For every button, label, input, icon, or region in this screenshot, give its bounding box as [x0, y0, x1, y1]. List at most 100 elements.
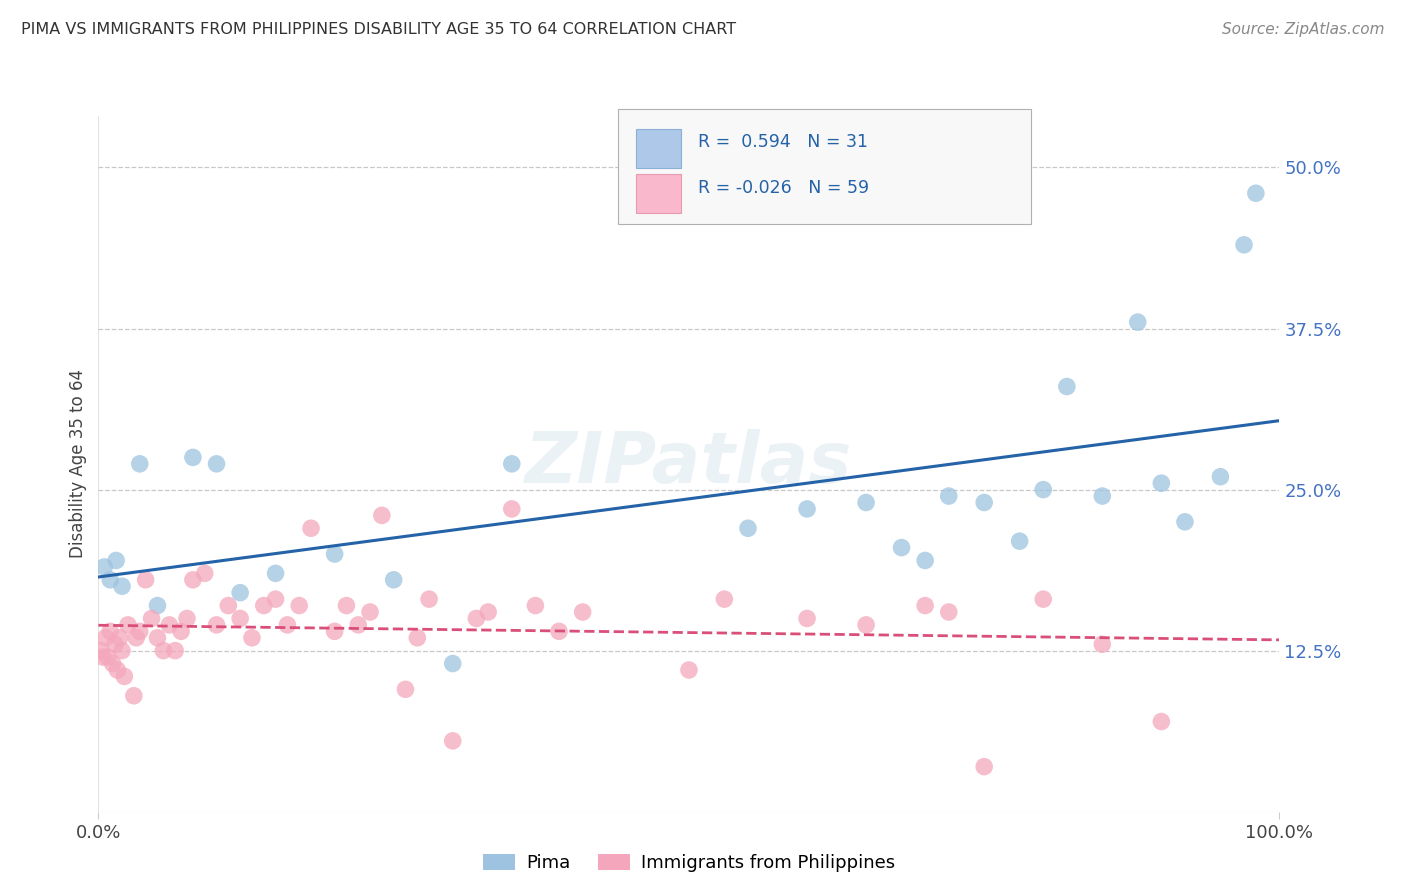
- Point: [111, 643, 134, 657]
- Point: [1032, 483, 1054, 497]
- Point: [122, 689, 145, 703]
- Point: [796, 611, 818, 625]
- Point: [571, 605, 593, 619]
- Point: [152, 643, 174, 657]
- Point: [229, 611, 252, 625]
- Point: [973, 495, 995, 509]
- Point: [128, 457, 150, 471]
- Point: [796, 502, 818, 516]
- Point: [1150, 714, 1173, 729]
- Point: [229, 585, 252, 599]
- Point: [94, 631, 117, 645]
- Point: [890, 541, 912, 555]
- Text: PIMA VS IMMIGRANTS FROM PHILIPPINES DISABILITY AGE 35 TO 64 CORRELATION CHART: PIMA VS IMMIGRANTS FROM PHILIPPINES DISA…: [21, 22, 737, 37]
- Point: [181, 450, 204, 465]
- Point: [914, 599, 936, 613]
- Legend: Pima, Immigrants from Philippines: Pima, Immigrants from Philippines: [475, 847, 903, 880]
- Point: [1174, 515, 1197, 529]
- Point: [253, 599, 276, 613]
- Point: [1091, 637, 1114, 651]
- Text: R = -0.026   N = 59: R = -0.026 N = 59: [699, 178, 869, 196]
- Point: [1233, 237, 1256, 252]
- Point: [1126, 315, 1149, 329]
- Text: ZIPatlas: ZIPatlas: [526, 429, 852, 499]
- Point: [104, 637, 127, 651]
- Point: [112, 669, 135, 683]
- FancyBboxPatch shape: [636, 175, 681, 213]
- Point: [111, 579, 134, 593]
- Point: [288, 599, 311, 613]
- Point: [170, 624, 193, 639]
- Point: [205, 457, 228, 471]
- Point: [91, 650, 114, 665]
- Point: [146, 599, 169, 613]
- Point: [465, 611, 488, 625]
- Point: [501, 457, 523, 471]
- Point: [90, 643, 112, 657]
- Point: [194, 566, 217, 581]
- Point: [128, 624, 150, 639]
- Point: [98, 573, 121, 587]
- Point: [406, 631, 429, 645]
- FancyBboxPatch shape: [619, 109, 1032, 224]
- Y-axis label: Disability Age 35 to 64: Disability Age 35 to 64: [69, 369, 87, 558]
- Point: [1209, 469, 1232, 483]
- Point: [1008, 534, 1031, 549]
- Point: [135, 573, 157, 587]
- Point: [165, 643, 187, 657]
- Point: [141, 611, 163, 625]
- Point: [1091, 489, 1114, 503]
- Point: [93, 560, 115, 574]
- Point: [678, 663, 700, 677]
- Point: [1032, 592, 1054, 607]
- Point: [323, 547, 346, 561]
- Point: [441, 734, 464, 748]
- Point: [394, 682, 416, 697]
- Text: Source: ZipAtlas.com: Source: ZipAtlas.com: [1222, 22, 1385, 37]
- Point: [117, 618, 139, 632]
- Point: [855, 495, 877, 509]
- FancyBboxPatch shape: [636, 129, 681, 169]
- Point: [855, 618, 877, 632]
- Point: [418, 592, 440, 607]
- Point: [713, 592, 735, 607]
- Point: [97, 650, 120, 665]
- Point: [276, 618, 298, 632]
- Point: [181, 573, 204, 587]
- Point: [347, 618, 370, 632]
- Point: [240, 631, 263, 645]
- Point: [441, 657, 464, 671]
- Point: [98, 624, 121, 639]
- Point: [157, 618, 180, 632]
- Point: [477, 605, 499, 619]
- Point: [176, 611, 198, 625]
- Point: [264, 566, 287, 581]
- Point: [548, 624, 571, 639]
- Text: R =  0.594   N = 31: R = 0.594 N = 31: [699, 134, 869, 152]
- Point: [299, 521, 322, 535]
- Point: [382, 573, 405, 587]
- Point: [1244, 186, 1267, 201]
- Point: [108, 631, 131, 645]
- Point: [524, 599, 547, 613]
- Point: [146, 631, 169, 645]
- Point: [938, 489, 960, 503]
- Point: [101, 657, 124, 671]
- Point: [1056, 379, 1078, 393]
- Point: [1150, 476, 1173, 491]
- Point: [105, 553, 128, 567]
- Point: [359, 605, 381, 619]
- Point: [125, 631, 148, 645]
- Point: [105, 663, 128, 677]
- Point: [205, 618, 228, 632]
- Point: [973, 759, 995, 773]
- Point: [938, 605, 960, 619]
- Point: [217, 599, 239, 613]
- Point: [264, 592, 287, 607]
- Point: [737, 521, 759, 535]
- Point: [323, 624, 346, 639]
- Point: [335, 599, 357, 613]
- Point: [914, 553, 936, 567]
- Point: [371, 508, 394, 523]
- Point: [501, 502, 523, 516]
